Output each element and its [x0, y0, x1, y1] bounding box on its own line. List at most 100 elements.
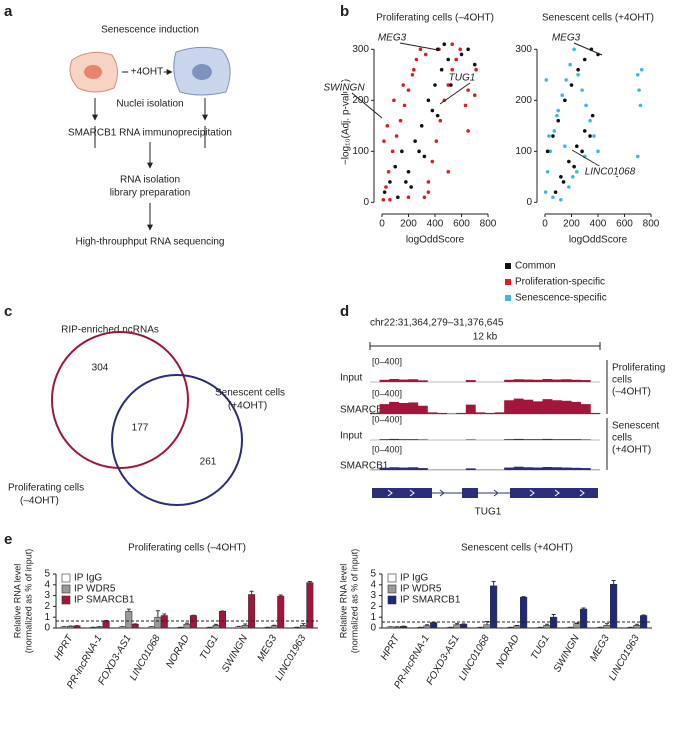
coverage-bin [389, 401, 400, 414]
x-tick-label: 600 [616, 219, 633, 230]
group-label: cells [612, 433, 632, 444]
panel-label: e [4, 531, 12, 548]
point [398, 118, 403, 123]
coverage-bin [532, 439, 543, 440]
point [459, 52, 464, 57]
coverage-bin [561, 467, 572, 470]
legend-label: Common [515, 261, 556, 272]
y-axis-label: (normalized as % of input) [23, 549, 33, 654]
y-tick-label: 0 [44, 623, 50, 634]
y-tick-label: 0 [370, 623, 376, 634]
bar [609, 583, 618, 629]
bar [241, 624, 249, 629]
error-bar [575, 622, 579, 624]
point [439, 67, 444, 72]
point [556, 118, 561, 123]
point [382, 190, 387, 194]
group-label: Proliferating [612, 363, 665, 374]
point [574, 144, 579, 149]
error-bar [272, 624, 277, 626]
point [426, 180, 431, 184]
panel-label: c [4, 303, 12, 320]
coverage-bin [456, 412, 467, 414]
coverage-bin [475, 412, 486, 414]
x-tick-label: SWINGN [552, 633, 582, 675]
point [438, 118, 443, 123]
error-bar [611, 579, 616, 585]
coverage-bin [542, 399, 553, 414]
venn-count: 177 [132, 423, 149, 434]
point [417, 149, 421, 154]
point [635, 73, 640, 77]
coverage-bin [542, 466, 553, 470]
point [404, 180, 408, 184]
bar [299, 624, 307, 629]
point [571, 175, 575, 179]
coverage-bin [542, 378, 553, 382]
y-tick-label: 2 [370, 601, 376, 612]
step-label: library preparation [110, 188, 191, 199]
coverage-bin [465, 380, 476, 382]
point [555, 113, 559, 118]
point [406, 169, 411, 174]
point [576, 73, 580, 77]
point [446, 57, 451, 62]
point [462, 73, 466, 77]
x-tick-label: NORAD [164, 633, 192, 670]
point [435, 113, 440, 118]
legend-swatch [61, 595, 71, 605]
venn-label: Senescent cells [215, 388, 285, 399]
y-tick-label: 1 [370, 612, 376, 623]
coverage-bin [465, 439, 476, 440]
panel-label: b [340, 3, 349, 20]
coverage-bin [398, 467, 409, 470]
coverage-bin [532, 401, 543, 414]
legend-swatch [387, 573, 397, 583]
error-bar [301, 623, 306, 626]
x-tick-label: MEG3 [256, 633, 280, 663]
point [466, 47, 470, 52]
coverage-bin [437, 412, 447, 414]
point [394, 134, 399, 138]
point [463, 103, 468, 108]
annotation: LINC01068 [585, 167, 636, 178]
venn-label: Proliferating cells [8, 483, 84, 494]
coverage-bin [379, 404, 390, 414]
bar [248, 594, 256, 629]
error-bar [521, 596, 526, 598]
coverage-bin [580, 380, 591, 382]
point [543, 190, 548, 194]
y-tick-label: 4 [44, 579, 50, 590]
x-tick-label: TUG1 [529, 633, 552, 662]
step-label: SMARCB1 RNA immunoprecipitation [68, 128, 232, 139]
coverage-bin [552, 439, 562, 440]
point [413, 139, 417, 143]
point [426, 190, 431, 194]
point [433, 83, 437, 87]
annotation-line [399, 42, 439, 51]
legend-swatch [61, 573, 71, 583]
point [572, 47, 576, 52]
coverage-bin [513, 438, 524, 440]
point [563, 144, 567, 149]
point [547, 134, 551, 138]
coverage-bin [542, 438, 553, 440]
coverage-bin [408, 439, 419, 440]
legend-label: IP SMARCB1 [400, 595, 461, 606]
x-tick-label: HPRT [379, 633, 402, 663]
x-tick-label: MEG3 [588, 633, 612, 663]
group-label: (–4OHT) [612, 387, 651, 398]
legend-label: IP IgG [74, 573, 102, 584]
coverage-bin [446, 413, 457, 414]
coverage-bin [552, 467, 562, 470]
point [402, 103, 407, 108]
point [556, 108, 561, 113]
venn-label: (+4OHT) [228, 401, 267, 412]
bar [603, 624, 611, 629]
point [442, 42, 447, 47]
y-axis-label: Relative RNA level [12, 564, 22, 639]
bar [154, 616, 162, 629]
point [474, 67, 478, 72]
error-bar [155, 610, 160, 618]
